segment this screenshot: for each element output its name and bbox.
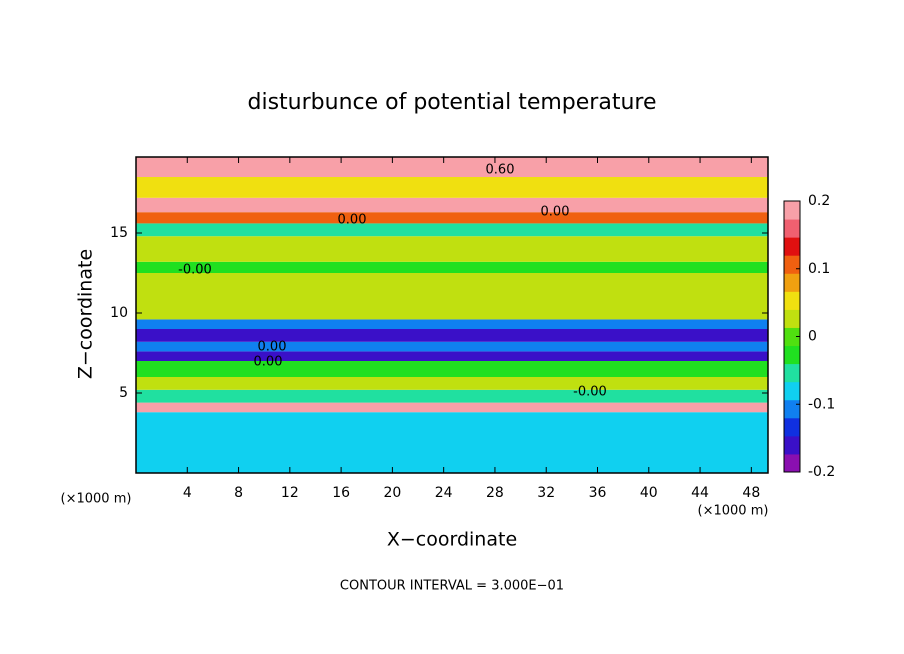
y-tick-label: 5 (119, 385, 128, 401)
x-tick-label: 44 (691, 485, 709, 501)
colorbar-swatch (784, 291, 800, 310)
y-unit-label: (×1000 m) (61, 492, 132, 507)
heat-band (136, 177, 768, 198)
heat-band (136, 389, 768, 403)
colorbar-swatch (784, 363, 800, 383)
heat-band (136, 197, 768, 213)
x-unit-label: (×1000 m) (698, 504, 769, 519)
x-tick-label: 48 (742, 485, 760, 501)
x-tick-label: 40 (640, 485, 658, 501)
colorbar-swatch (784, 381, 800, 401)
contour-label: -0.00 (178, 263, 212, 278)
colorbar-swatch (784, 273, 800, 292)
colorbar-swatch (784, 309, 800, 328)
heat-band (136, 412, 768, 473)
heat-band (136, 319, 768, 329)
heat-band (136, 212, 768, 224)
x-tick-label: 36 (589, 485, 607, 501)
y-tick-label: 10 (110, 305, 128, 321)
plot-frame (135, 156, 769, 474)
x-tick-label: 24 (435, 485, 453, 501)
colorbar-tick-label: 0 (808, 329, 817, 345)
colorbar-tick-label: -0.2 (808, 464, 835, 480)
colorbar-swatch (784, 399, 800, 419)
colorbar-swatch (784, 435, 800, 455)
heat-band (136, 157, 768, 177)
chart-title: disturbunce of potential temperature (248, 90, 657, 115)
colorbar-swatch (784, 255, 800, 274)
x-tick-label: 28 (486, 485, 504, 501)
x-tick-label: 32 (537, 485, 555, 501)
heat-band (136, 377, 768, 390)
x-axis-label: X−coordinate (387, 529, 517, 551)
x-tick-label: 8 (234, 485, 243, 501)
contour-label: 0.00 (338, 213, 367, 228)
heat-band (136, 297, 768, 320)
y-axis-label: Z−coordinate (75, 249, 97, 379)
heat-band (136, 402, 768, 413)
x-tick-label: 4 (183, 485, 192, 501)
heat-band (136, 223, 768, 237)
heat-band (136, 236, 768, 262)
heat-band (136, 361, 768, 377)
contour-label: 0.00 (258, 340, 287, 355)
y-tick-label: 15 (110, 225, 128, 241)
colorbar-swatch (784, 345, 800, 365)
contour-label: 0.00 (254, 355, 283, 370)
x-tick-label: 20 (383, 485, 401, 501)
colorbar-swatch (784, 201, 800, 220)
heat-band (136, 329, 768, 342)
colorbar-tick-label: -0.1 (808, 396, 835, 412)
colorbar-tick-label: 0.2 (808, 193, 830, 209)
x-tick-label: 12 (281, 485, 299, 501)
contour-label: 0.60 (486, 163, 515, 178)
contour-label: -0.00 (573, 385, 607, 400)
colorbar-tick-label: 0.1 (808, 261, 830, 277)
heat-band (136, 351, 768, 361)
colorbar-swatch (784, 237, 800, 256)
footnote: CONTOUR INTERVAL = 3.000E−01 (340, 579, 564, 594)
colorbar-swatch (784, 219, 800, 238)
colorbar-swatch (784, 453, 800, 473)
heat-band (136, 261, 768, 273)
colorbar-swatch (784, 327, 800, 347)
heat-band (136, 273, 768, 297)
colorbar-swatch (784, 417, 800, 437)
contour-label: 0.00 (541, 205, 570, 220)
heat-band (136, 341, 768, 352)
x-tick-label: 16 (332, 485, 350, 501)
